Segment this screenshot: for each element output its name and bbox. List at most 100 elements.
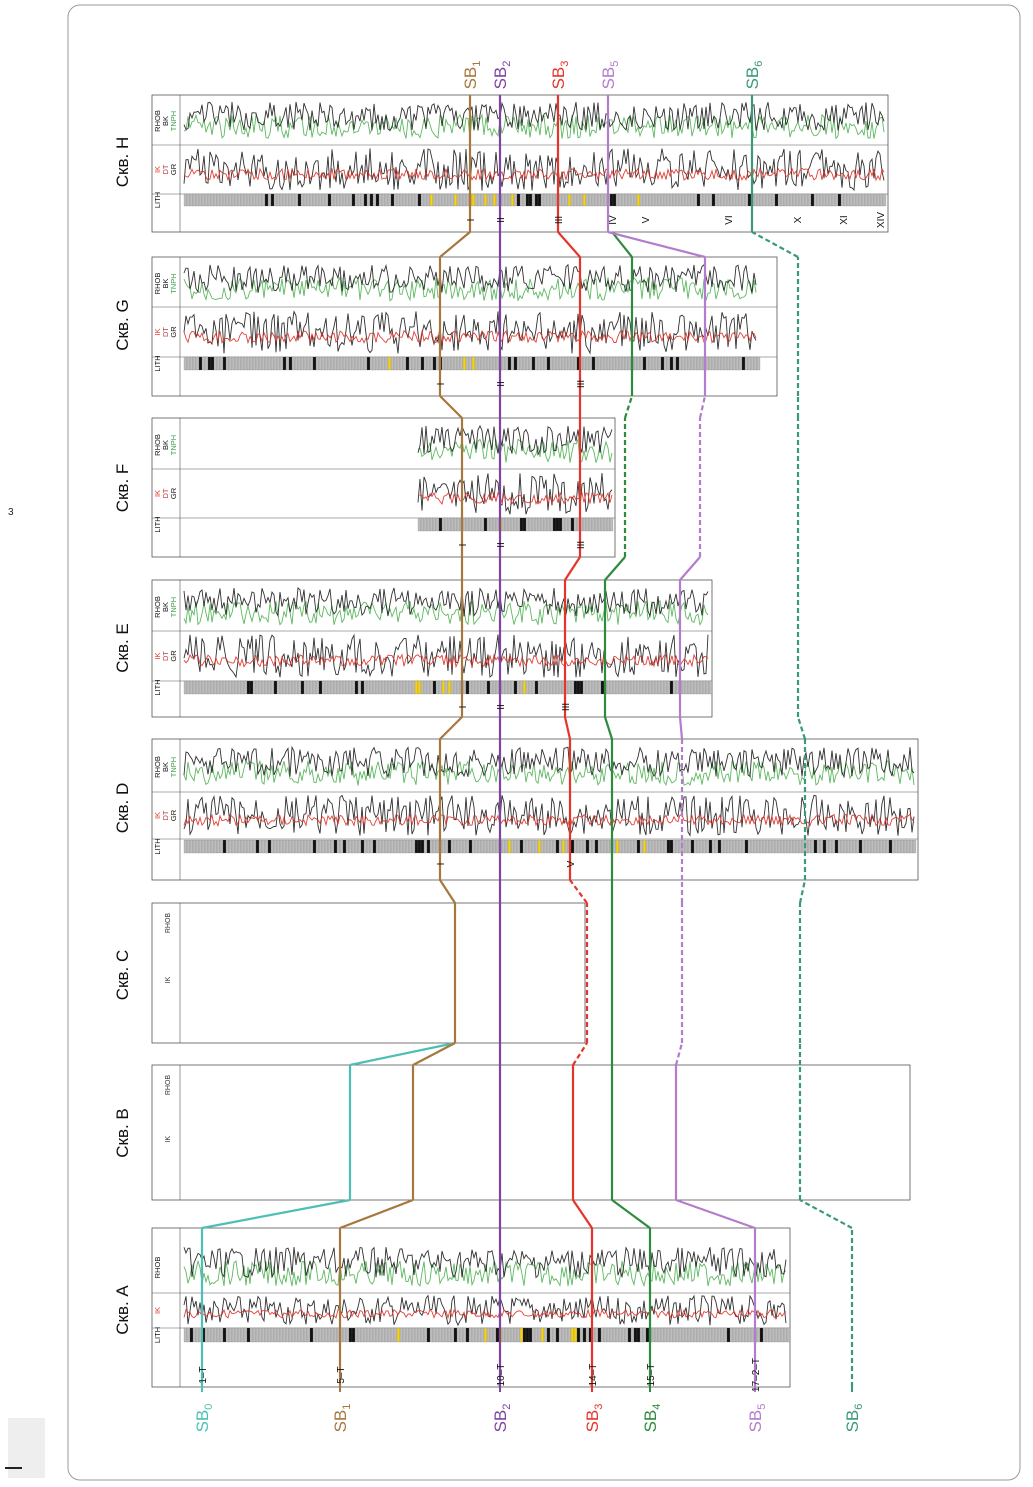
track-name: GR: [169, 650, 178, 662]
track-name: LITH: [153, 192, 162, 208]
track-name: RHOB: [165, 913, 172, 934]
track-name: RHOB: [153, 273, 162, 295]
zone-marker: XIV: [876, 212, 887, 228]
zone-marker: IV: [608, 215, 619, 225]
track-name: RHOB: [153, 596, 162, 618]
boundary-line-sb5: [679, 556, 701, 581]
track-name: BK: [161, 762, 170, 772]
boundary-lines-layer: [200, 95, 854, 1387]
log-curve: [183, 633, 709, 679]
log-curve: [183, 148, 885, 192]
boundary-label-sb2: SB2: [491, 1404, 513, 1433]
zone-marker: 10–T: [496, 1364, 507, 1387]
boundary-line-sb5: [607, 230, 706, 259]
page-frame: [67, 4, 1021, 1481]
zone-marker: V: [641, 216, 652, 223]
zone-marker: I: [436, 863, 447, 866]
boundary-line-sb1: [339, 1198, 414, 1230]
track-name: IK: [165, 976, 172, 983]
well-title: Скв. A: [113, 1285, 132, 1335]
track-name: IK: [153, 812, 162, 819]
boundary-label-sb5: SB5: [746, 1404, 768, 1433]
boundary-line-sb3: [572, 1199, 593, 1229]
track-name: IK: [165, 1136, 172, 1143]
zone-marker: III: [576, 380, 587, 388]
boundary-label-top-sb6: SB6: [743, 61, 765, 90]
track-name: BK: [161, 116, 170, 126]
track-name: TNPH: [169, 111, 178, 131]
boundary-line-sb1: [439, 231, 471, 258]
log-curve: [183, 1294, 787, 1327]
zone-marker: 1–T: [198, 1366, 209, 1383]
track-name: TNPH: [169, 273, 178, 293]
well-b: Скв. B IK RHOB: [113, 1064, 911, 1201]
labels-layer: SB0 SB1 SB1 SB2 SB2 SB3 SB3 SB4 SB5 SB5 SB6 SB6 1–T 5…: [193, 61, 887, 1433]
track-name: LITH: [153, 1327, 162, 1343]
track-name: IK: [153, 166, 162, 173]
zone-marker: III: [554, 216, 565, 224]
track-name: RHOB: [153, 434, 162, 456]
page-edge-marks: 3: [5, 507, 45, 1478]
log-curve: [183, 1246, 787, 1279]
track-name: TNPH: [169, 435, 178, 455]
log-curve: [183, 586, 709, 618]
boundary-label-sb1: SB1: [331, 1404, 353, 1433]
boundary-line-sb5: [674, 1042, 684, 1066]
track-name: TNPH: [169, 757, 178, 777]
track-name: IK: [153, 490, 162, 497]
zone-marker: II: [496, 217, 507, 223]
boundary-label-sb6: SB6: [843, 1404, 865, 1433]
boundary-line-sb6: [751, 231, 799, 258]
track-name: DT: [161, 651, 170, 661]
zone-marker: I: [458, 706, 469, 709]
track-name: RHOB: [153, 756, 162, 778]
track-name: RHOB: [165, 1075, 172, 1096]
log-curve: [183, 329, 757, 345]
track-name: RHOB: [153, 1257, 162, 1279]
boundary-label-top-sb5: SB5: [599, 61, 621, 90]
boundary-line-sb4: [603, 716, 614, 740]
log-curve: [183, 653, 709, 669]
zone-marker: II: [496, 381, 507, 387]
log-curve: [184, 113, 885, 140]
track-name: IK: [153, 1307, 162, 1314]
well-c: Скв. C IK RHOB: [113, 902, 586, 1044]
boundary-label-top-sb1: SB1: [461, 61, 483, 90]
track-name: LITH: [153, 516, 162, 532]
well-a: Скв. A LITH IK RHOB: [113, 1227, 791, 1388]
well-e: Скв. E LITH IK DT GR RHOB BK TNPH: [113, 579, 713, 718]
boundary-label-sb4: SB4: [641, 1404, 663, 1433]
boundary-line-sb4: [611, 1199, 651, 1229]
log-curve: [183, 275, 757, 302]
track-name: BK: [161, 602, 170, 612]
zone-marker: II: [496, 542, 507, 548]
boundary-line-sb5: [675, 1198, 756, 1230]
track-name: RHOB: [153, 110, 162, 132]
boundary-line-sb3: [563, 716, 572, 740]
zone-marker: 15–T: [646, 1364, 657, 1387]
zone-marker: XI: [839, 215, 850, 224]
log-curve: [183, 1308, 787, 1320]
track-name: LITH: [153, 679, 162, 695]
well-frame: [151, 579, 713, 718]
log-curve: [183, 813, 915, 827]
track-name: DT: [161, 488, 170, 498]
boundary-label-sb3: SB3: [583, 1404, 605, 1433]
track-name: TNPH: [169, 597, 178, 617]
zone-marker: V: [566, 860, 577, 867]
boundary-line-sb4: [604, 556, 626, 581]
boundary-line-sb5: [698, 395, 707, 419]
well-title: Скв. D: [113, 783, 132, 833]
log-curve: [183, 167, 885, 182]
boundary-line-sb1: [439, 716, 463, 740]
well-title: Скв. G: [113, 299, 132, 350]
boundary-line-sb1: [439, 395, 463, 419]
zone-marker: III: [561, 703, 572, 711]
zone-marker: 5–T: [336, 1366, 347, 1383]
log-curve: [183, 599, 709, 627]
track-name: GR: [169, 487, 178, 499]
well-frame: [151, 1064, 911, 1201]
boundary-line-sb4: [611, 231, 633, 258]
boundary-line-sb5: [678, 716, 684, 740]
log-curve: [183, 101, 885, 132]
